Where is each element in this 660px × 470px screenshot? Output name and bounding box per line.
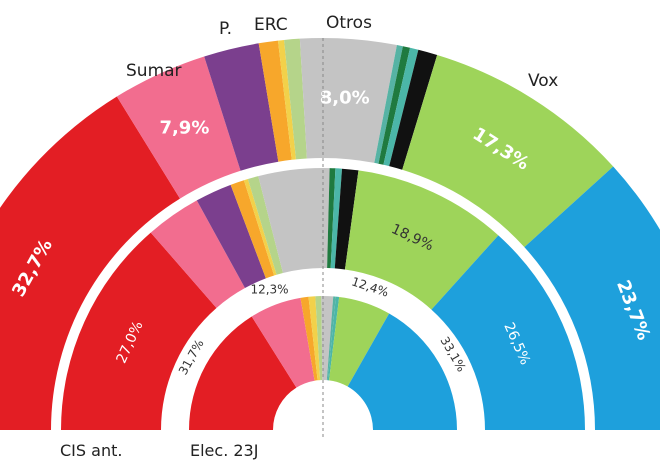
segment-inner-teal: [327, 296, 340, 381]
segment-middle-bildu: [247, 176, 283, 275]
segment-inner-bildu: [315, 296, 323, 381]
segment-inner-vox: [329, 296, 390, 387]
ring-outer: 32,7%7,9%8,0%17,3%23,7%: [0, 37, 660, 430]
segment-outer-pp: [524, 166, 660, 430]
segment-middle-vox: [344, 170, 499, 310]
segment-middle-psoe: [61, 232, 217, 430]
party-label-otros: Otros: [326, 13, 372, 33]
data-label-outer-otros: 8,0%: [320, 88, 370, 109]
segment-inner-psoe: [189, 316, 297, 430]
segment-middle-black: [334, 168, 359, 270]
segment-inner-otros: [321, 295, 334, 381]
segment-outer-bng: [374, 45, 403, 164]
segment-outer-junts: [277, 39, 296, 160]
segment-outer-p: [204, 43, 279, 171]
segment-inner-pp: [347, 313, 457, 430]
segment-inner-junts: [308, 296, 321, 381]
segment-outer-bildu: [284, 38, 307, 160]
data-label-outer-sumar: 7,9%: [159, 117, 209, 138]
segment-middle-pp: [431, 235, 585, 430]
segment-outer-vox: [402, 54, 614, 248]
segment-middle-teal: [330, 168, 343, 269]
caption-cis-ant: CIS ant.: [60, 441, 122, 460]
segment-middle-p: [196, 184, 266, 289]
segment-outer-teal: [383, 47, 419, 167]
segment-middle-erc: [230, 180, 275, 279]
party-label-sumar: Sumar: [126, 61, 182, 81]
party-label-p: P.: [219, 19, 232, 39]
segment-outer-upn: [378, 46, 411, 165]
ring-middle: 27,0%18,9%26,5%: [61, 167, 585, 430]
segment-middle-otros: [258, 167, 330, 274]
segment-inner-sumar: [251, 297, 315, 388]
party-label-erc: ERC: [254, 15, 288, 35]
segment-inner-erc: [300, 296, 318, 381]
party-label-vox: Vox: [528, 71, 558, 91]
segment-outer-black: [389, 49, 438, 170]
segment-middle-upn: [327, 168, 336, 269]
segment-inner-bng: [326, 296, 336, 381]
segment-outer-sumar: [116, 56, 241, 199]
segment-middle-junts: [243, 179, 277, 276]
segment-middle-sumar: [150, 200, 245, 308]
segment-outer-otros: [299, 37, 397, 163]
caption-elec-23j: Elec. 23J: [190, 441, 258, 460]
segment-outer-psoe: [0, 96, 180, 430]
data-label-inner-sumar: 12,3%: [250, 282, 288, 296]
segment-outer-erc: [258, 40, 292, 162]
